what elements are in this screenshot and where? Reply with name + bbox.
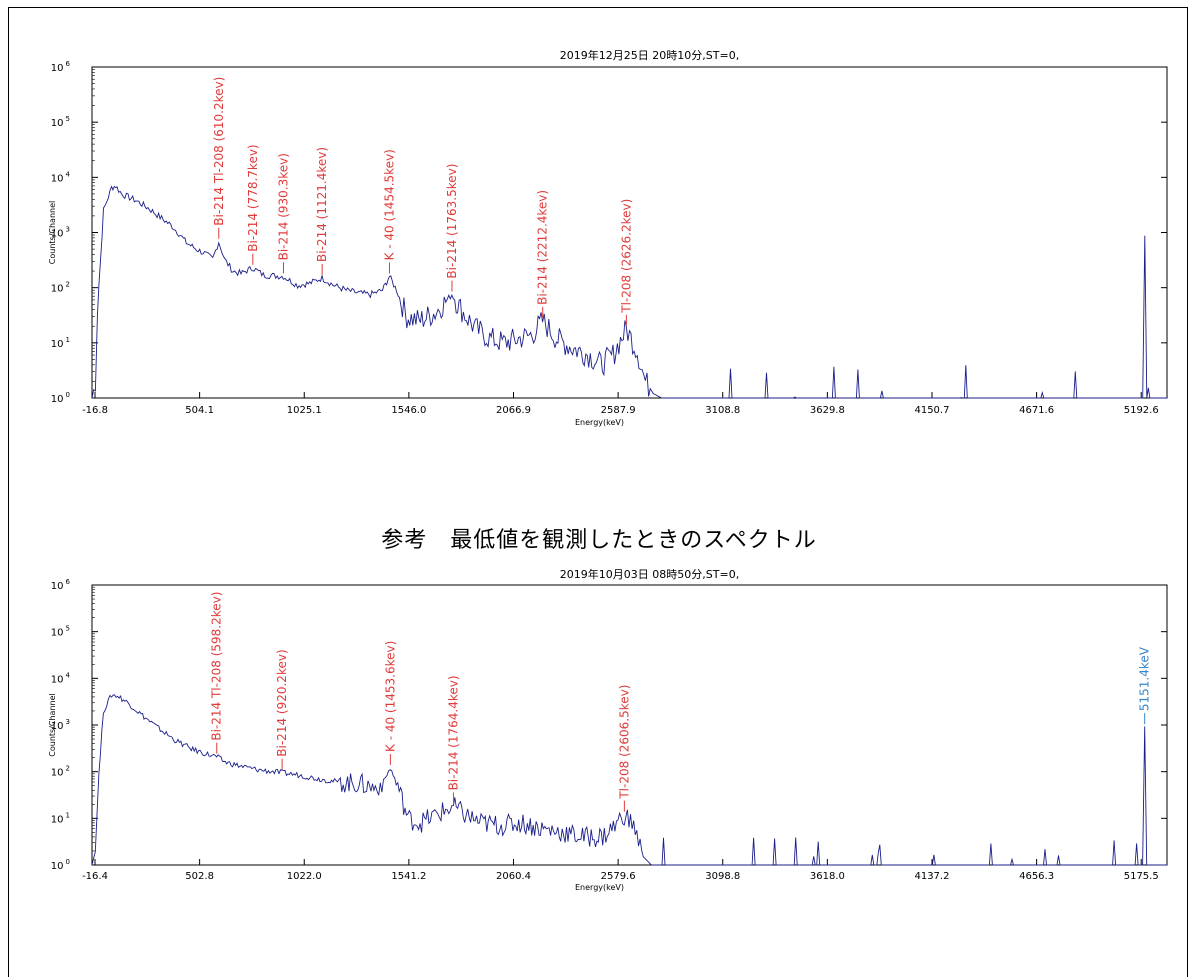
x-tick-label: 1025.1 — [287, 405, 322, 416]
x-tick-label: 4656.3 — [1019, 871, 1054, 882]
y-tick-label: 10 6 — [51, 578, 71, 592]
peak-annotation: 5151.4keV — [1138, 646, 1152, 711]
y-tick-label: 10 0 — [51, 858, 70, 872]
x-tick-label: 1022.0 — [287, 871, 322, 882]
y-axis-label: Counts/Channel — [48, 693, 57, 756]
peak-annotation: Bi-214 (1121.4kev) — [315, 147, 329, 262]
x-tick-label: 4150.7 — [914, 405, 949, 416]
peak-annotation: Bi-214 (1764.4kev) — [446, 675, 460, 790]
y-tick-label: 10 5 — [51, 115, 70, 129]
peak-annotation: Bi-214 (930.3kev) — [276, 153, 290, 260]
peak-annotation: K - 40 (1453.6kev) — [383, 641, 397, 752]
x-tick-label: 5192.6 — [1124, 405, 1159, 416]
chart-title: 2019年10月03日 08時50分,ST=0, — [560, 567, 739, 581]
y-tick-label: 10 2 — [51, 765, 70, 779]
x-axis-label: Energy(keV) — [575, 883, 624, 892]
y-tick-label: 10 1 — [51, 811, 70, 825]
y-axis-label: Counts/Channel — [48, 201, 57, 264]
x-tick-label: 3098.8 — [705, 871, 740, 882]
x-tick-label: -16.8 — [82, 405, 108, 416]
x-tick-label: 2060.4 — [496, 871, 531, 882]
y-tick-label: 10 6 — [51, 60, 71, 74]
peak-annotation: Bi-214 (778.7kev) — [246, 144, 260, 251]
chart-title: 2019年12月25日 20時10分,ST=0, — [560, 48, 739, 62]
peak-annotation: Bi-214 (2212.4kev) — [536, 190, 550, 305]
caption-text: 参考 最低値を観測したときのスペクトル — [381, 528, 817, 553]
x-tick-label: 4671.6 — [1019, 405, 1054, 416]
peak-annotation: Bi-214 (1763.5kev) — [445, 164, 459, 279]
y-tick-label: 10 4 — [51, 671, 71, 685]
x-tick-label: 3108.8 — [705, 405, 740, 416]
spectrum-trace — [91, 694, 1167, 866]
peak-annotation: Bi-214 Tl-208 (598.2kev) — [210, 592, 224, 741]
spectrum-chart-top: 2019年12月25日 20時10分,ST=0, 10 0 10 1 10 2 10 3 10 4 1… — [48, 48, 1168, 427]
peak-annotation: Tl-208 (2626.2kev) — [619, 199, 633, 314]
x-tick-label: 1541.2 — [391, 871, 426, 882]
peak-annotation: K - 40 (1454.5kev) — [382, 149, 396, 260]
y-tick-label: 10 2 — [51, 281, 70, 295]
x-tick-label: 502.8 — [185, 871, 214, 882]
x-tick-label: 3618.0 — [810, 871, 845, 882]
y-tick-label: 10 3 — [51, 718, 70, 732]
x-tick-label: 504.1 — [185, 405, 214, 416]
x-tick-label: 2066.9 — [496, 405, 531, 416]
page-frame — [8, 7, 1188, 977]
x-tick-label: 1546.0 — [391, 405, 426, 416]
spectrum-chart-bottom: 2019年10月03日 08時50分,ST=0, 10 0 10 1 10 2 10 3 10 4 1… — [48, 567, 1168, 892]
x-tick-label: 2579.6 — [601, 871, 636, 882]
y-tick-label: 10 1 — [51, 336, 70, 350]
peak-annotation: Bi-214 Tl-208 (610.2kev) — [212, 77, 226, 226]
x-axis-label: Energy(keV) — [575, 418, 624, 427]
y-tick-label: 10 5 — [51, 625, 70, 639]
x-tick-label: 3629.8 — [810, 405, 845, 416]
x-tick-label: -16.4 — [82, 871, 108, 882]
y-tick-label: 10 4 — [51, 170, 71, 184]
peak-annotation: Bi-214 (920.2kev) — [275, 649, 289, 756]
spectrum-trace — [91, 185, 1167, 399]
y-tick-label: 10 0 — [51, 391, 70, 405]
peak-annotation: Tl-208 (2606.5kev) — [617, 685, 631, 800]
x-tick-label: 4137.2 — [914, 871, 949, 882]
y-tick-label: 10 3 — [51, 226, 70, 240]
x-tick-label: 5175.5 — [1124, 871, 1159, 882]
x-tick-label: 2587.9 — [601, 405, 636, 416]
